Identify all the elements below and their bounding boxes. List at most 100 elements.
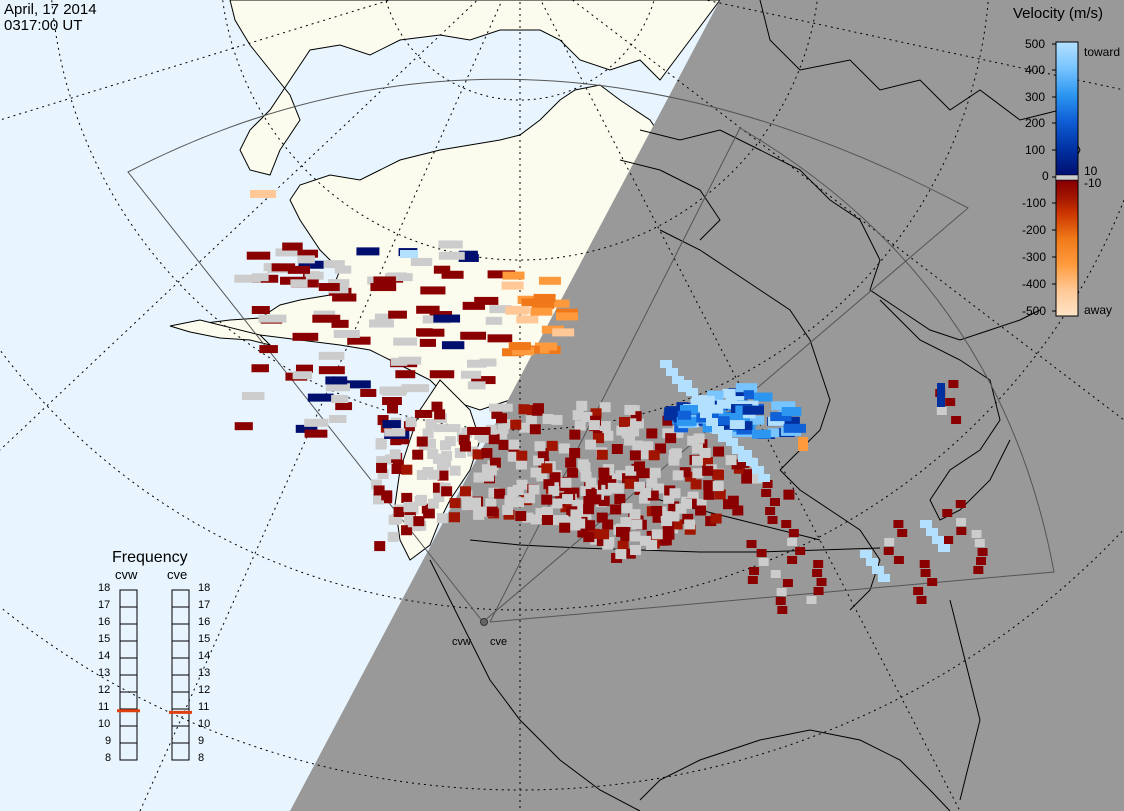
radar-fov-outlines [127, 78, 1055, 623]
scatter-cell [258, 314, 287, 323]
scatter-cell [955, 500, 966, 508]
scatter-cell [473, 506, 485, 517]
frequency-tick-left: 13 [98, 667, 111, 679]
scatter-cell [379, 386, 408, 395]
scatter-cell [441, 341, 465, 350]
scatter-cell [449, 498, 461, 509]
frequency-cell [119, 742, 138, 761]
scatter-cell [878, 574, 890, 582]
scatter-cell [529, 424, 541, 435]
scatter-cell [559, 522, 571, 533]
scatter-cell [610, 504, 622, 515]
scatter-cell [251, 273, 269, 282]
scatter-cell [502, 504, 514, 515]
frequency-radar-name-cve: cve [167, 567, 188, 582]
scatter-cell [535, 507, 547, 518]
scatter-cell [581, 412, 593, 423]
scatter-cell [483, 471, 495, 482]
scatter-cell [652, 512, 664, 523]
header-date: April, 17 2014 [4, 1, 97, 18]
scatter-cell [416, 494, 428, 505]
scatter-cell [675, 503, 687, 514]
scatter-cell [813, 587, 824, 595]
scatter-cell [458, 434, 470, 445]
scatter-cell [487, 270, 516, 279]
frequency-tick-right: 18 [198, 582, 211, 594]
scatter-cell [735, 383, 758, 393]
scatter-cell [259, 345, 278, 354]
scatter-cell [470, 497, 482, 508]
scatter-cell [448, 512, 460, 523]
site-label-cvw: cvw [452, 636, 471, 648]
scatter-cell [432, 453, 444, 464]
velocity-colorbar [1052, 41, 1079, 317]
scatter-cell [750, 415, 765, 425]
scatter-cell [556, 312, 579, 321]
scatter-cell [601, 484, 613, 495]
scatter-cell [489, 457, 501, 468]
scatter-cell [628, 426, 640, 437]
scatter-cell [471, 376, 496, 385]
scatter-cell [488, 434, 500, 445]
scatter-cell [474, 296, 499, 305]
scatter-cell [413, 516, 425, 527]
scatter-cell [620, 517, 632, 528]
scatter-cell [318, 351, 345, 360]
scatter-cell [436, 513, 448, 524]
scatter-cell [679, 467, 691, 478]
scatter-cell [307, 393, 334, 402]
scatter-cell [489, 305, 512, 314]
scatter-cell [580, 509, 592, 520]
scatter-cell [976, 557, 987, 565]
scatter-cell [707, 390, 724, 400]
scatter-cell [607, 482, 619, 493]
scatter-cell [768, 416, 785, 426]
scatter-cell [927, 578, 938, 586]
scatter-cell [695, 499, 707, 510]
scatter-cell [700, 410, 712, 418]
scatter-cell [860, 550, 872, 558]
scatter-cell [438, 251, 465, 260]
scatter-cell [528, 484, 540, 495]
scatter-cell [585, 439, 597, 450]
scatter-cell [438, 240, 463, 249]
scatter-cell [423, 506, 435, 517]
scatter-cell [583, 504, 595, 515]
scatter-cell [630, 545, 642, 556]
scatter-cell [583, 496, 595, 507]
scatter-cell [488, 487, 500, 498]
scatter-cell [395, 370, 416, 379]
scatter-cell [541, 494, 553, 505]
scatter-cell [304, 418, 329, 427]
scatter-cell [732, 505, 744, 516]
scatter-cell [390, 357, 408, 366]
scatter-cell [533, 455, 545, 466]
scatter-cell [738, 457, 750, 468]
scatter-cell [598, 467, 610, 478]
scatter-cell [713, 469, 725, 480]
scatter-cell [549, 472, 561, 483]
scatter-cell [646, 428, 658, 439]
scatter-cell [323, 260, 345, 269]
scatter-cell [614, 494, 626, 505]
fov-cve [489, 127, 1055, 623]
scatter-cell [629, 531, 641, 542]
scatter-cell [401, 492, 413, 503]
scatter-cell [691, 443, 703, 454]
scatter-cell [496, 413, 508, 424]
scatter-cell [776, 588, 787, 596]
scatter-cell [246, 251, 271, 260]
scatter-cell [893, 520, 904, 528]
scatter-cell [343, 380, 371, 389]
scatter-cell [579, 462, 591, 473]
scatter-cell [381, 490, 393, 501]
scatter-cell [425, 419, 437, 430]
scatter-cell [746, 458, 758, 466]
scatter-cell [548, 485, 560, 496]
scatter-cell [512, 347, 535, 356]
scatter-cell [722, 388, 736, 398]
scatter-cell [508, 439, 520, 450]
scatter-cell [428, 469, 440, 480]
scatter-cell [552, 328, 575, 337]
scatter-cell [771, 401, 796, 411]
